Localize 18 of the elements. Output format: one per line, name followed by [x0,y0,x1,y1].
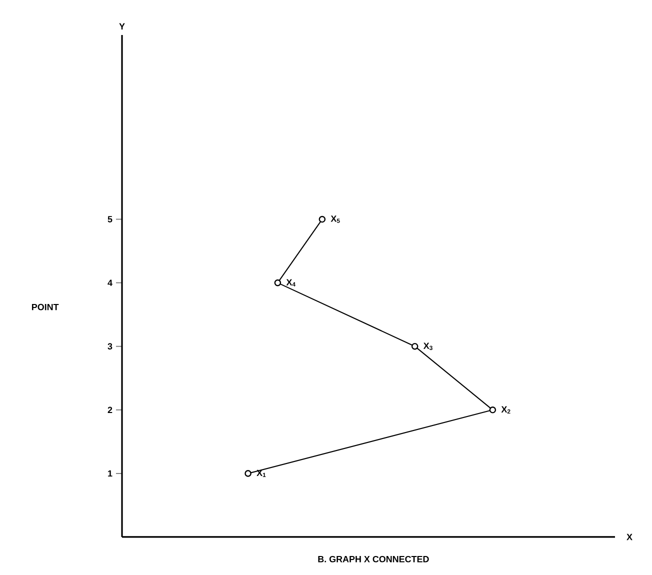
annotation: X$_{5}$ [330,216,340,223]
y-tick-label: 3 [108,343,112,350]
point [274,279,282,286]
y-tick-label: 1 [108,470,112,477]
point [318,216,326,223]
text: X [626,534,632,540]
point [489,406,496,414]
annotation: X$_{4}$ [286,279,296,286]
point [244,470,252,477]
y-tick-label: 5 [108,216,112,222]
text: POINT [32,304,59,310]
annotation: X$_{3}$ [423,342,432,350]
annotation: X$_{2}$ [501,406,510,414]
text: B. GRAPH X CONNECTED [318,556,429,562]
point [411,342,418,350]
y-tick-label: 4 [108,280,112,286]
text: Y [119,23,125,30]
y-tick-label: 2 [108,406,112,414]
